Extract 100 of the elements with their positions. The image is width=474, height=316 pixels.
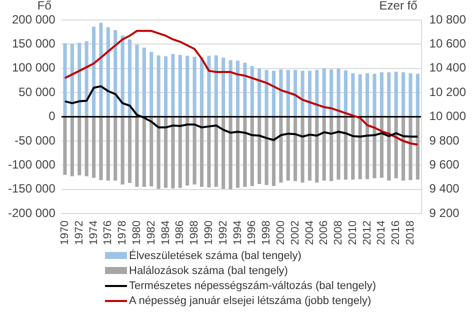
x-tick-label: 2000 (274, 220, 287, 246)
bar (408, 73, 412, 116)
bar (300, 118, 304, 183)
bar (344, 118, 348, 180)
bar (120, 35, 124, 116)
bar (171, 118, 175, 188)
bar (164, 56, 168, 116)
bar (315, 70, 319, 116)
bar (171, 54, 175, 116)
bar (351, 118, 355, 180)
bar (272, 118, 276, 186)
bar (258, 68, 262, 116)
bar (63, 43, 67, 116)
bar (272, 70, 276, 116)
bar (63, 118, 67, 175)
bar (358, 118, 362, 180)
x-tick-label: 1976 (102, 220, 114, 246)
bar (279, 69, 283, 116)
y-tick-label: 0 (48, 109, 56, 124)
bar (402, 118, 406, 181)
bar (336, 68, 340, 116)
x-tick-label: 1978 (116, 220, 129, 246)
bar (178, 54, 182, 116)
bar (156, 118, 160, 189)
y2-tick-label: 10 200 (429, 84, 466, 99)
bar (192, 56, 196, 116)
bar (78, 42, 82, 116)
bar (106, 27, 110, 116)
bar (358, 74, 362, 116)
bar (150, 118, 154, 186)
y2-tick-label: 10 600 (429, 36, 466, 51)
x-tick-label: 2018 (404, 220, 417, 246)
y-tick-label: -200 000 (8, 206, 56, 220)
bar (114, 118, 118, 181)
bar (336, 118, 340, 180)
bar (128, 39, 132, 116)
legend-label: A népesség január elsejei létszáma (jobb tengely) (129, 294, 372, 306)
bar (294, 118, 298, 182)
bar (214, 55, 218, 116)
x-tick-label: 2006 (318, 220, 330, 246)
bar (178, 118, 182, 188)
y-tick-label: 200 000 (12, 12, 56, 26)
bar (142, 118, 146, 187)
bar (264, 70, 268, 116)
bar (250, 118, 254, 186)
y2-tick-label: 9 400 (429, 182, 460, 196)
y2-tick-label: 10 400 (429, 60, 466, 75)
bar (186, 56, 190, 116)
x-tick-label: 1990 (202, 220, 215, 246)
bar (279, 118, 283, 183)
bar (387, 118, 391, 181)
bar (286, 118, 290, 181)
bar (120, 118, 124, 184)
x-tick-label: 2004 (304, 220, 316, 246)
bar (243, 118, 247, 187)
x-tick-label: 2002 (289, 220, 302, 246)
y2-tick-label: 9 800 (429, 133, 460, 148)
y2-tick-label: 10 800 (429, 12, 466, 26)
bar (243, 62, 247, 116)
bar (228, 60, 232, 116)
bar (416, 74, 420, 116)
bar (286, 70, 290, 116)
x-tick-label: 1984 (160, 220, 172, 246)
x-tick-label: 2014 (376, 220, 388, 246)
bar (236, 60, 240, 116)
y2-tick-label: 10 000 (429, 109, 466, 124)
bar (156, 55, 160, 116)
bar (200, 118, 204, 187)
bar (236, 118, 240, 188)
x-tick-label: 1998 (260, 220, 273, 246)
bar (78, 118, 82, 176)
bar (84, 41, 88, 116)
bar (106, 118, 110, 181)
bar (92, 118, 96, 178)
y-tick-label: -100 000 (8, 157, 56, 172)
bar (114, 30, 118, 116)
x-tick-label: 2016 (390, 220, 402, 246)
bar (372, 118, 376, 178)
bar (387, 72, 391, 116)
legend-label: Természetes népességszám-változás (bal tengely) (129, 280, 376, 292)
bar (222, 58, 226, 116)
y2-tick-label: 9 600 (429, 157, 460, 172)
y-tick-label: 50 000 (18, 84, 56, 99)
x-tick-label: 1994 (232, 220, 244, 246)
bar (228, 118, 232, 190)
y2-axis-title: Ezer fő (379, 0, 418, 12)
bar (264, 118, 268, 185)
bar (394, 118, 398, 178)
legend-label: Élveszületések száma (bal tengely) (129, 250, 302, 262)
bar (300, 70, 304, 116)
bar (380, 118, 384, 178)
bar (416, 118, 420, 180)
bar (308, 70, 312, 116)
bar (394, 72, 398, 116)
bar (92, 26, 96, 116)
y-tick-label: -50 000 (14, 133, 56, 148)
bar (380, 72, 384, 116)
bar (214, 118, 218, 187)
x-tick-label: 1982 (145, 220, 158, 246)
bar (128, 118, 132, 184)
